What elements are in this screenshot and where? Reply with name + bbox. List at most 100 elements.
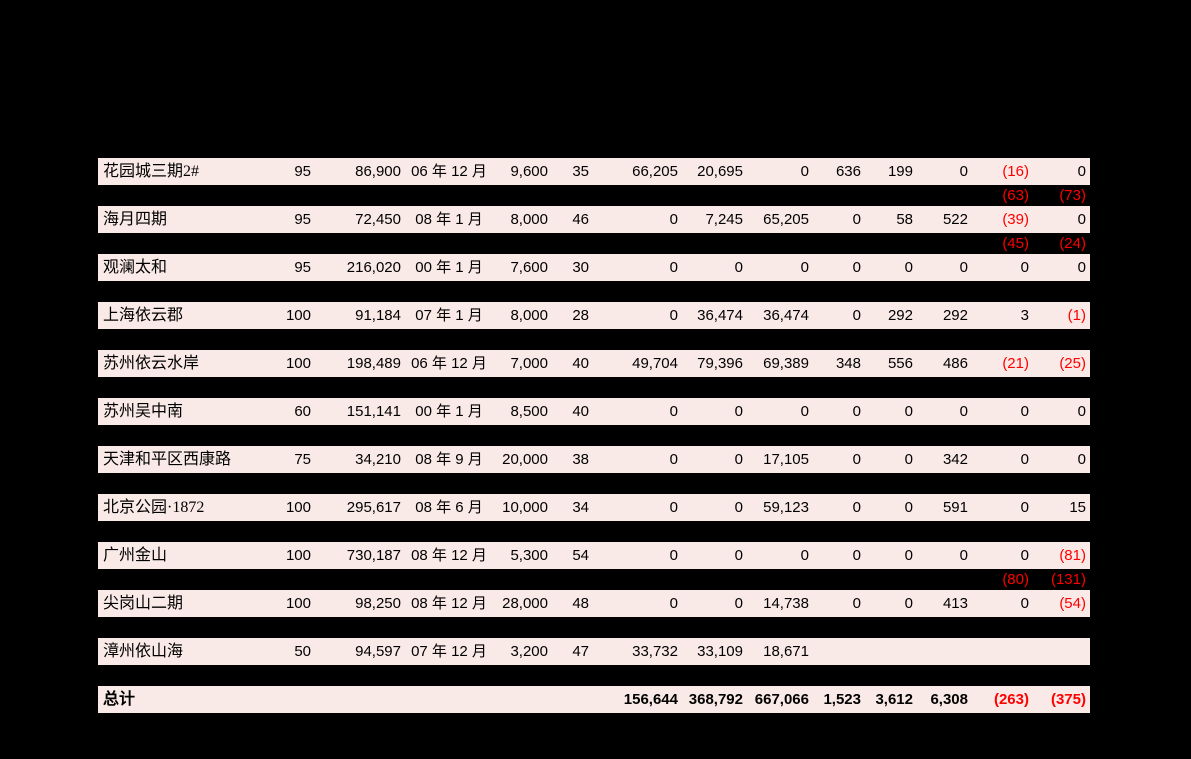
- value-cell: 65,205: [763, 211, 809, 228]
- value-cell: 0: [959, 547, 968, 564]
- value-cell: 7,600: [510, 259, 548, 276]
- value-cell: 0: [904, 259, 913, 276]
- value-cell: 08 年 6 月: [415, 499, 483, 516]
- value-cell: 7,245: [705, 211, 743, 228]
- value-cell: (81): [1059, 547, 1086, 564]
- value-cell: 0: [734, 595, 743, 612]
- project-name-cell: 天津和平区西康路: [103, 450, 232, 468]
- value-cell: 3,612: [875, 691, 913, 708]
- value-cell: 08 年 9 月: [415, 451, 483, 468]
- value-cell: 100: [285, 595, 311, 612]
- spacer-row: [98, 425, 1090, 446]
- table-row: 苏州依云水岸 100 198,489 06 年 12 月 7,000 40 49,704 79…: [98, 350, 1090, 377]
- value-cell: 0: [800, 259, 809, 276]
- spacer-row: [98, 665, 1090, 686]
- value-cell: 38: [572, 451, 589, 468]
- value-cell: 0: [734, 259, 743, 276]
- value-cell: 08 年 12 月: [411, 595, 487, 612]
- value-cell: 0: [1020, 499, 1029, 516]
- project-name-cell: 苏州依云水岸: [103, 354, 200, 372]
- table-row: 观澜太和 95 216,020 00 年 1 月 7,600 30 0 0 0 0 0 0 0 0: [98, 254, 1090, 281]
- value-cell: 486: [942, 355, 968, 372]
- value-cell: 0: [1020, 451, 1029, 468]
- value-cell: 91,184: [355, 307, 401, 324]
- value-cell: (25): [1059, 355, 1086, 372]
- table-row: 苏州吴中南 60 151,141 00 年 1 月 8,500 40 0 0 0 0 0 0 0 0: [98, 398, 1090, 425]
- value-cell: 79,396: [697, 355, 743, 372]
- value-cell: 216,020: [346, 259, 401, 276]
- value-cell: 59,123: [763, 499, 809, 516]
- spacer-row: [98, 377, 1090, 398]
- value-cell: (73): [1059, 187, 1086, 204]
- value-cell: 75: [294, 451, 311, 468]
- value-cell: 06 年 12 月: [411, 355, 487, 372]
- value-cell: 98,250: [355, 595, 401, 612]
- value-cell: 00 年 1 月: [415, 403, 483, 420]
- spacer-row: (63) (73): [98, 185, 1090, 206]
- value-cell: 0: [669, 307, 678, 324]
- table-row: 北京公园·1872 100 295,617 08 年 6 月 10,000 34 0 0 59,…: [98, 494, 1090, 521]
- value-cell: 28,000: [502, 595, 548, 612]
- value-cell: 0: [1077, 451, 1086, 468]
- value-cell: (63): [1002, 187, 1029, 204]
- value-cell: 348: [835, 355, 861, 372]
- value-cell: (131): [1050, 571, 1086, 588]
- value-cell: 58: [896, 211, 913, 228]
- project-name-cell: 花园城三期2#: [103, 162, 200, 180]
- value-cell: 0: [904, 499, 913, 516]
- value-cell: (45): [1002, 235, 1029, 252]
- value-cell: 95: [294, 163, 311, 180]
- table-row: 尖岗山二期 100 98,250 08 年 12 月 28,000 48 0 0 14,738 0…: [98, 590, 1090, 617]
- value-cell: 0: [1077, 211, 1086, 228]
- value-cell: 100: [285, 547, 311, 564]
- value-cell: 0: [959, 259, 968, 276]
- value-cell: 0: [1020, 259, 1029, 276]
- value-cell: (16): [1002, 163, 1029, 180]
- value-cell: 5,300: [510, 547, 548, 564]
- value-cell: 66,205: [632, 163, 678, 180]
- table-row: 海月四期 95 72,450 08 年 1 月 8,000 46 0 7,245 65,205 0…: [98, 206, 1090, 233]
- value-cell: 0: [669, 499, 678, 516]
- value-cell: 15: [1069, 499, 1086, 516]
- value-cell: 0: [669, 403, 678, 420]
- value-cell: 0: [800, 547, 809, 564]
- value-cell: 50: [294, 643, 311, 660]
- value-cell: 3,200: [510, 643, 548, 660]
- value-cell: 1,523: [823, 691, 861, 708]
- value-cell: 0: [734, 403, 743, 420]
- value-cell: 95: [294, 259, 311, 276]
- project-name-cell: 海月四期: [103, 210, 168, 228]
- value-cell: 0: [959, 403, 968, 420]
- value-cell: 151,141: [346, 403, 401, 420]
- value-cell: 40: [572, 403, 589, 420]
- value-cell: 0: [800, 403, 809, 420]
- value-cell: 0: [669, 211, 678, 228]
- spacer-row: [98, 473, 1090, 494]
- value-cell: (39): [1002, 211, 1029, 228]
- value-cell: 0: [1020, 595, 1029, 612]
- value-cell: 72,450: [355, 211, 401, 228]
- value-cell: 0: [959, 163, 968, 180]
- project-name-cell: 苏州吴中南: [103, 402, 184, 420]
- value-cell: 0: [800, 163, 809, 180]
- value-cell: 100: [285, 355, 311, 372]
- value-cell: 0: [734, 499, 743, 516]
- table-row: 天津和平区西康路 75 34,210 08 年 9 月 20,000 38 0 0 17,105…: [98, 446, 1090, 473]
- project-name-cell: 总计: [103, 690, 136, 708]
- value-cell: 28: [572, 307, 589, 324]
- value-cell: 0: [852, 259, 861, 276]
- value-cell: 368,792: [688, 691, 743, 708]
- value-cell: 69,389: [763, 355, 809, 372]
- spacer-row: (45) (24): [98, 233, 1090, 254]
- value-cell: 06 年 12 月: [411, 163, 487, 180]
- value-cell: 0: [1077, 163, 1086, 180]
- project-name-cell: 漳州依山海: [103, 642, 184, 660]
- value-cell: 34: [572, 499, 589, 516]
- value-cell: 07 年 12 月: [411, 643, 487, 660]
- value-cell: 556: [887, 355, 913, 372]
- total-row: 总计 156,644 368,792 667,066 1,523 3,612 6,308 (2…: [98, 686, 1090, 713]
- value-cell: 295,617: [346, 499, 401, 516]
- value-cell: 591: [942, 499, 968, 516]
- value-cell: 292: [887, 307, 913, 324]
